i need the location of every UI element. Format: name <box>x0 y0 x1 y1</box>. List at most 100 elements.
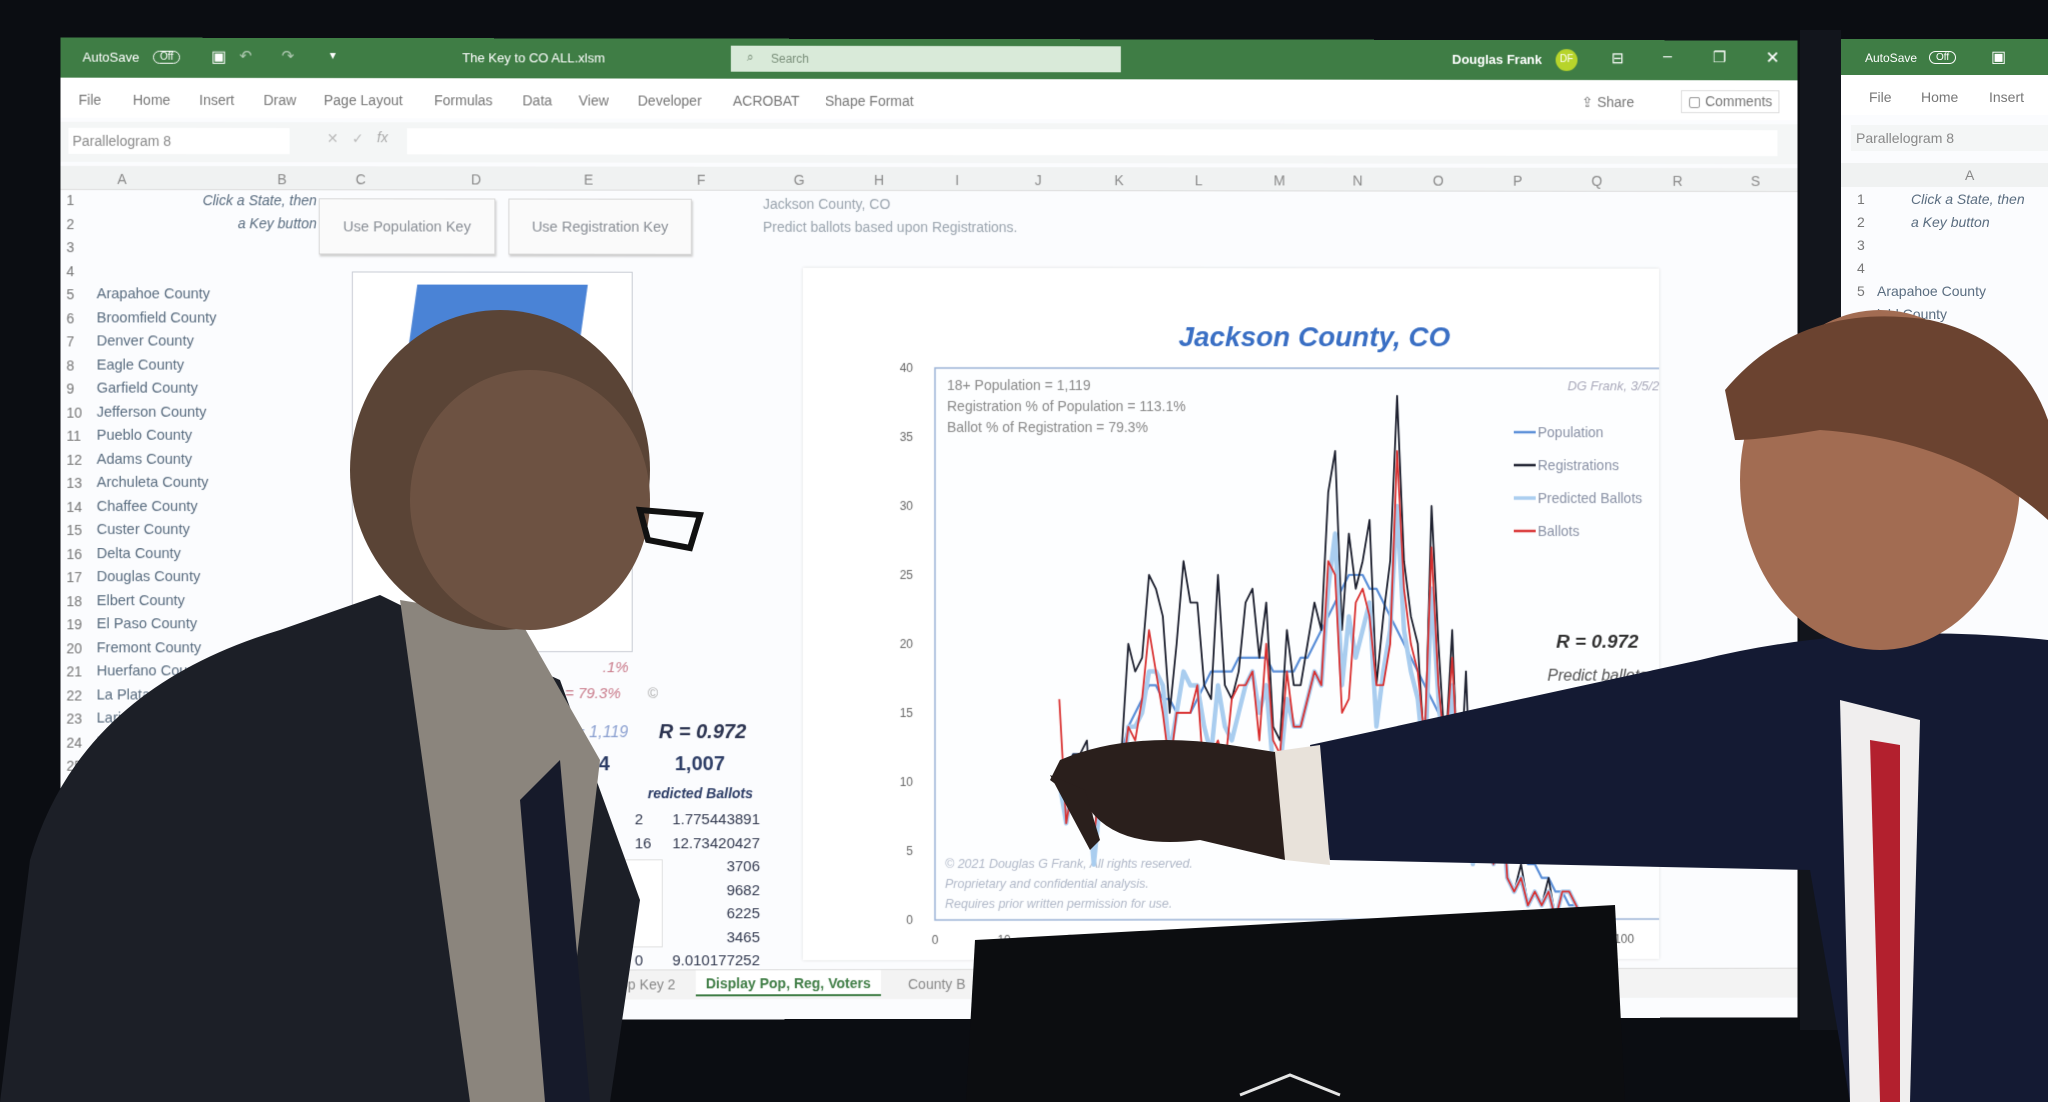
avatar[interactable]: DF <box>1555 49 1578 72</box>
tab-home[interactable]: Home <box>132 91 171 108</box>
row-header[interactable]: 2 <box>1857 214 1865 230</box>
cell-a1[interactable]: Click a State, then <box>202 192 317 209</box>
tab-insert[interactable]: Insert <box>1989 89 2025 105</box>
tab-view[interactable]: View <box>578 92 609 109</box>
row-header[interactable]: 13 <box>66 474 83 491</box>
county-cell[interactable]: Broomfield County <box>96 309 217 326</box>
column-header[interactable]: R <box>1672 172 1683 189</box>
stat-value-cell[interactable]: 9.010177252 <box>672 952 760 970</box>
column-header[interactable]: A <box>117 170 127 188</box>
row-header[interactable]: 1 <box>66 191 75 209</box>
row-header[interactable]: 28 <box>66 828 83 845</box>
county-cell[interactable]: Custer County <box>96 521 190 539</box>
row-header[interactable]: 15 <box>66 521 83 539</box>
county-cell[interactable]: Adams County <box>96 451 193 468</box>
row-header[interactable]: 26 <box>66 781 83 798</box>
column-header[interactable]: S <box>1750 173 1761 189</box>
stat-value-cell[interactable]: 3706 <box>726 858 760 876</box>
column-header[interactable]: G <box>793 171 805 188</box>
tab-data[interactable]: Data <box>522 92 553 109</box>
stat-value-cell[interactable]: 6225 <box>726 905 760 923</box>
formula-input[interactable] <box>407 128 1778 157</box>
user-name[interactable]: Douglas Frank <box>1452 51 1542 67</box>
use-population-key-button[interactable]: Use Population Key <box>318 198 496 255</box>
tab-insert[interactable]: Insert <box>199 91 235 108</box>
stat-value-cell[interactable]: 1.775443891 <box>672 811 760 829</box>
column-header[interactable]: J <box>1034 172 1042 189</box>
row-header[interactable]: 5 <box>66 286 75 303</box>
county-cell[interactable]: La Plata Cou <box>96 686 181 704</box>
column-header[interactable]: P <box>1512 172 1523 189</box>
county-cell[interactable]: M <box>96 781 109 798</box>
row-header[interactable]: 27 <box>66 804 83 821</box>
row-header[interactable]: 14 <box>66 498 83 515</box>
cell-a1[interactable]: Click a State, then <box>1911 191 2025 207</box>
sheet-tab-county-b[interactable]: County B <box>907 975 966 993</box>
row-header[interactable]: 21 <box>66 663 83 680</box>
name-box[interactable]: Parallelogram 8 <box>68 127 290 155</box>
row-header[interactable]: 5 <box>1857 283 1865 299</box>
county-cell[interactable]: Pueblo County <box>96 427 193 444</box>
county-cell[interactable]: Denver County <box>96 333 194 350</box>
county-cell[interactable]: Garfield County <box>96 380 198 397</box>
cancel-icon[interactable]: ✕ <box>326 130 339 147</box>
stat-value-cell[interactable]: 12.73420427 <box>672 834 760 852</box>
sheet-tab-display-pop-reg-voters[interactable]: Display Pop, Reg, Voters <box>695 970 881 997</box>
tab-page-layout[interactable]: Page Layout <box>323 92 403 109</box>
row-header[interactable]: 6 <box>66 309 75 326</box>
county-cell[interactable]: Arapahoe County <box>96 286 211 303</box>
county-cell[interactable]: Elbert County <box>96 592 185 609</box>
tab-shape-format[interactable]: Shape Format <box>824 92 914 109</box>
row-header[interactable]: 18 <box>66 592 83 609</box>
row-header[interactable]: 1 <box>1857 191 1865 207</box>
column-header[interactable]: Q <box>1591 172 1603 189</box>
tab-acrobat[interactable]: ACROBAT <box>732 92 800 109</box>
file-title[interactable]: The Key to CO ALL.xlsm <box>462 50 605 66</box>
tab-formulas[interactable]: Formulas <box>434 92 493 109</box>
column-header[interactable]: M <box>1273 172 1286 189</box>
county-cell[interactable]: Huerfano County <box>96 663 207 680</box>
column-header[interactable]: H <box>873 171 884 188</box>
cell-g2[interactable]: Predict ballots based upon Registrations… <box>762 218 1018 236</box>
county-cell[interactable]: Delta County <box>96 545 181 562</box>
county-cell[interactable]: Jefferson County <box>96 404 207 421</box>
row-header[interactable]: 24 <box>66 734 83 751</box>
county-cell[interactable]: Logan <box>96 734 138 751</box>
save-icon[interactable]: ▣ <box>211 48 227 66</box>
row-header[interactable]: 3 <box>66 239 75 256</box>
row-header[interactable]: 10 <box>66 404 83 421</box>
share-button[interactable]: ⇪ Share <box>1581 94 1634 111</box>
county-cell[interactable]: Larimer C <box>96 710 161 727</box>
column-a[interactable]: A <box>1965 167 1975 183</box>
stat-value-cell[interactable]: 9682 <box>726 881 760 899</box>
state-map-shape[interactable]: County <box>351 271 633 653</box>
ribbon-display-icon[interactable]: ⊟ <box>1611 50 1624 68</box>
row-header[interactable]: 4 <box>66 262 75 279</box>
minimize-icon[interactable]: – <box>1663 48 1672 66</box>
function-icon[interactable]: fx <box>376 129 388 146</box>
enter-icon[interactable]: ✓ <box>351 130 364 147</box>
row-header[interactable]: 17 <box>66 569 83 586</box>
county-cell[interactable]: Fremont County <box>96 639 202 656</box>
county-cell[interactable]: Chaffee County <box>96 498 198 515</box>
stat-value-cell[interactable]: 16 <box>634 834 652 852</box>
stat-value-cell[interactable]: 0 <box>634 952 644 970</box>
stop-button[interactable]: STOP <box>542 859 663 948</box>
comments-button[interactable]: ▢ Comments <box>1680 90 1780 114</box>
use-registration-key-button[interactable]: Use Registration Key <box>508 198 692 255</box>
column-header[interactable]: F <box>696 171 706 188</box>
row-header[interactable]: 4 <box>1857 260 1865 276</box>
row-header[interactable]: 25 <box>66 757 83 774</box>
cell-g1[interactable]: Jackson County, CO <box>762 195 891 212</box>
county-cell[interactable]: El Paso County <box>96 616 198 633</box>
row-header[interactable]: 19 <box>66 616 83 633</box>
search-input[interactable]: ⌕ Search <box>730 45 1121 73</box>
customize-quick-access-icon[interactable]: ▾ <box>329 47 336 63</box>
autosave-toggle[interactable]: Off <box>152 50 181 64</box>
row-header[interactable]: 23 <box>66 710 83 727</box>
row-header[interactable]: 8 <box>66 356 75 374</box>
sheet-tab-pop-key-2[interactable]: Pop Key 2 <box>610 976 676 993</box>
undo-icon[interactable]: ↶ <box>239 47 253 65</box>
save-icon[interactable]: ▣ <box>1991 49 2007 66</box>
tab-file[interactable]: File <box>1869 89 1892 105</box>
